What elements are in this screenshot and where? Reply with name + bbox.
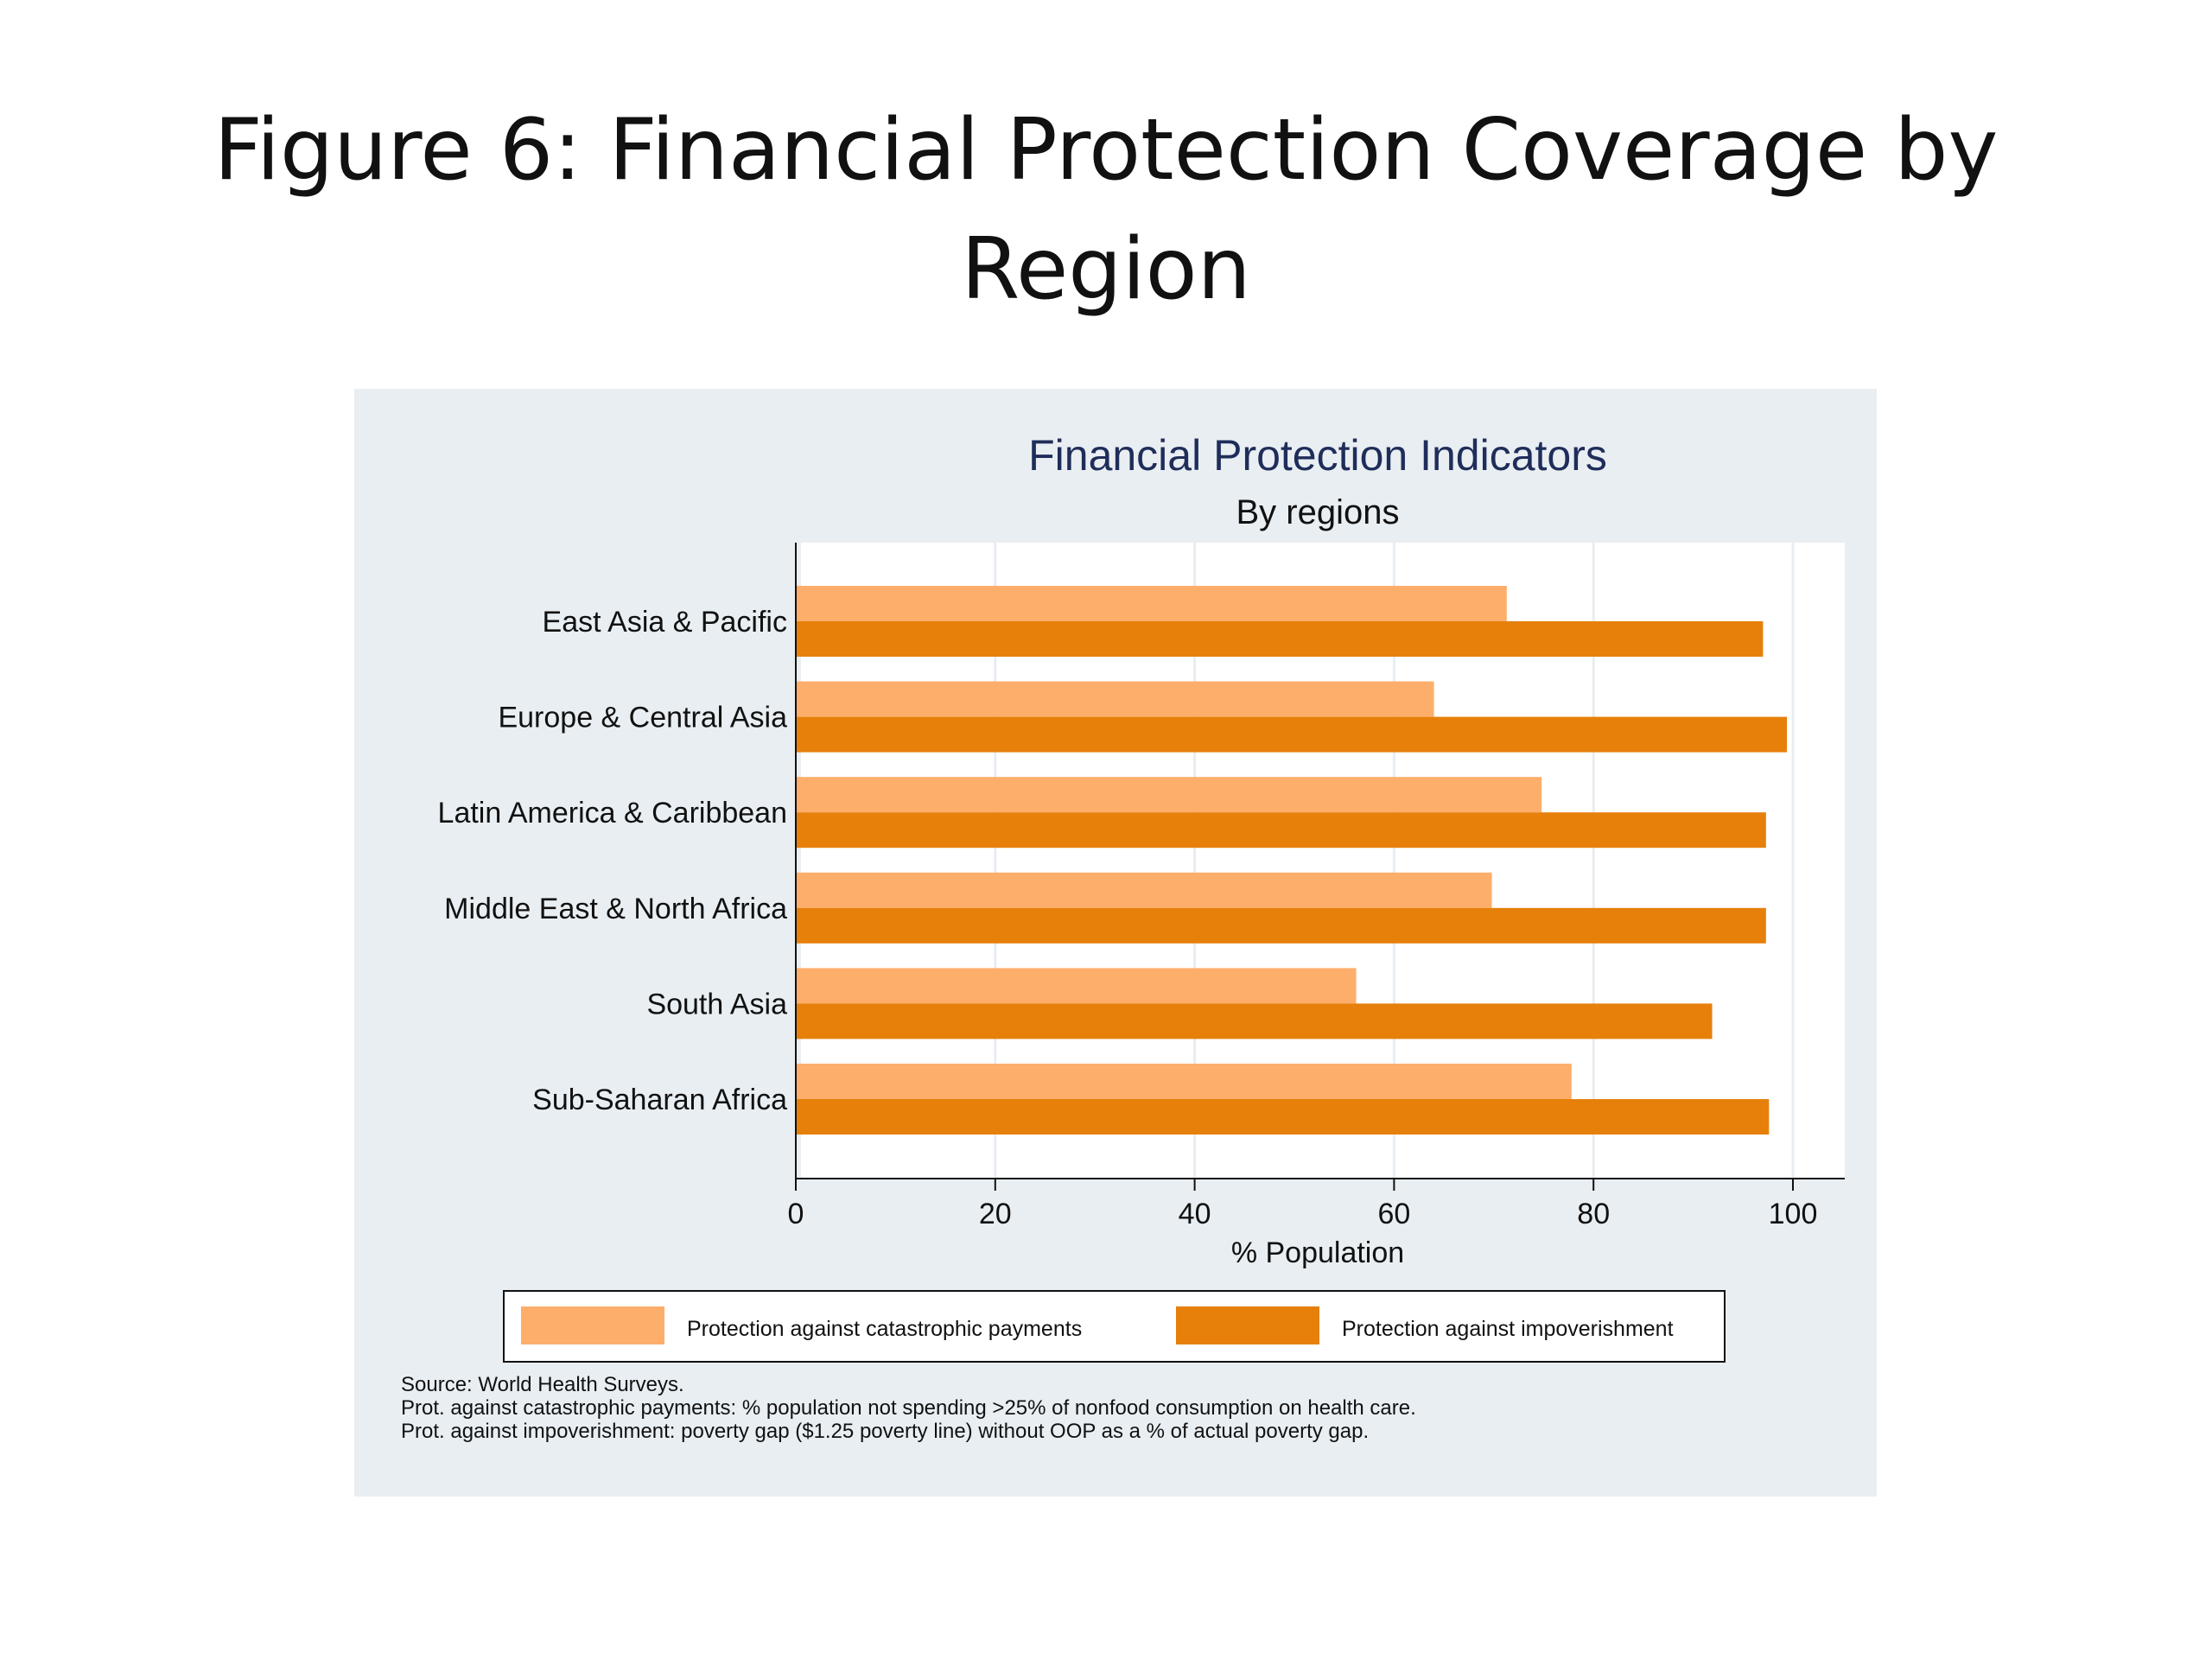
- bar-protection-against-catastrophic-payments-latin-america-caribbean: [796, 777, 1542, 813]
- chart-title: Financial Protection Indicators: [1028, 431, 1607, 480]
- bar-protection-against-catastrophic-payments-europe-central-asia: [796, 681, 1434, 717]
- chart-notes: Source: World Health Surveys. Prot. agai…: [401, 1373, 1416, 1443]
- bar-protection-against-impoverishment-latin-america-caribbean: [796, 812, 1766, 849]
- bar-protection-against-catastrophic-payments-east-asia-pacific: [796, 586, 1507, 621]
- note-source: Source: World Health Surveys.: [401, 1373, 684, 1396]
- bar-protection-against-catastrophic-payments-south-asia: [796, 968, 1357, 1004]
- legend-swatch-impoverishment: [1176, 1306, 1319, 1344]
- note-impoverishment: Prot. against impoverishment: poverty ga…: [401, 1420, 1369, 1443]
- bar-protection-against-catastrophic-payments-sub-saharan-africa: [796, 1064, 1572, 1099]
- legend-label-impoverishment: Protection against impoverishment: [1342, 1317, 1674, 1341]
- legend: Protection against catastrophic payments…: [503, 1290, 1726, 1363]
- x-tick-label-0: 0: [788, 1198, 804, 1230]
- legend-box: [503, 1290, 1726, 1363]
- x-tick-label-80: 80: [1577, 1198, 1610, 1230]
- y-tick-label-latin-america-caribbean: Latin America & Caribbean: [438, 797, 787, 830]
- legend-label-catastrophic: Protection against catastrophic payments: [687, 1317, 1082, 1341]
- bar-chart: Financial Protection Indicators By regio…: [401, 431, 1845, 1443]
- bar-protection-against-impoverishment-east-asia-pacific: [796, 621, 1764, 657]
- bar-protection-against-impoverishment-middle-east-north-africa: [796, 907, 1766, 944]
- x-tick-label-100: 100: [1769, 1198, 1818, 1230]
- x-axis-label: % Population: [1231, 1236, 1404, 1269]
- x-tick-label-20: 20: [979, 1198, 1012, 1230]
- chart-subtitle: By regions: [1236, 493, 1400, 531]
- figure-panel: Financial Protection Indicators By regio…: [354, 389, 1877, 1497]
- bar-protection-against-impoverishment-south-asia: [796, 1003, 1713, 1039]
- legend-swatch-catastrophic: [521, 1306, 664, 1344]
- y-tick-label-sub-saharan-africa: Sub-Saharan Africa: [532, 1084, 787, 1116]
- y-tick-label-europe-central-asia: Europe & Central Asia: [498, 702, 787, 734]
- y-tick-label-south-asia: South Asia: [646, 988, 787, 1020]
- note-catastrophic: Prot. against catastrophic payments: % p…: [401, 1396, 1416, 1420]
- x-tick-label-40: 40: [1179, 1198, 1211, 1230]
- bar-protection-against-impoverishment-sub-saharan-africa: [796, 1099, 1770, 1135]
- bars: [796, 586, 1788, 1135]
- axes: East Asia & Pacific Europe & Central Asia…: [438, 543, 1845, 1230]
- slide-title: Figure 6: Financial Protection Coverage …: [0, 91, 2212, 329]
- slide-title-line-2: Region: [961, 220, 1251, 319]
- bar-protection-against-catastrophic-payments-middle-east-north-africa: [796, 872, 1492, 908]
- x-tick-label-60: 60: [1377, 1198, 1410, 1230]
- slide-title-line-1: Figure 6: Financial Protection Coverage …: [213, 101, 1999, 200]
- bar-protection-against-impoverishment-europe-central-asia: [796, 716, 1788, 753]
- y-tick-label-middle-east-north-africa: Middle East & North Africa: [444, 893, 787, 925]
- y-tick-label-east-asia-pacific: East Asia & Pacific: [543, 606, 787, 639]
